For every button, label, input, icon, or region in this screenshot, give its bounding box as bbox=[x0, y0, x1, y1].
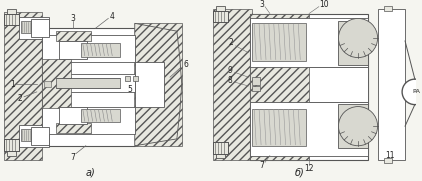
Bar bbox=[57, 123, 91, 133]
Bar bbox=[43, 81, 51, 87]
Bar bbox=[213, 142, 228, 153]
Bar bbox=[384, 6, 392, 10]
Bar bbox=[5, 12, 42, 160]
Text: 10: 10 bbox=[319, 0, 329, 9]
Text: 2: 2 bbox=[228, 38, 233, 47]
Bar bbox=[252, 77, 260, 85]
Text: 3: 3 bbox=[260, 0, 265, 9]
Text: 8: 8 bbox=[227, 76, 232, 85]
Bar bbox=[42, 28, 135, 146]
Bar bbox=[338, 21, 368, 66]
Bar bbox=[60, 107, 87, 124]
Bar bbox=[42, 74, 135, 92]
Bar bbox=[216, 153, 225, 159]
Bar bbox=[250, 67, 309, 102]
Text: 11: 11 bbox=[386, 151, 395, 160]
Bar bbox=[250, 67, 368, 102]
Bar bbox=[5, 139, 19, 151]
Bar bbox=[42, 59, 71, 108]
Bar bbox=[252, 109, 306, 146]
Text: 3: 3 bbox=[70, 14, 76, 23]
Bar bbox=[213, 10, 228, 22]
Bar bbox=[250, 14, 309, 160]
Bar bbox=[8, 9, 16, 14]
Circle shape bbox=[338, 18, 378, 58]
Bar bbox=[19, 125, 49, 147]
Text: 5: 5 bbox=[127, 85, 132, 94]
Bar bbox=[21, 129, 31, 141]
Bar bbox=[213, 10, 228, 22]
Bar bbox=[125, 76, 130, 81]
Text: 12: 12 bbox=[304, 164, 314, 173]
Text: а): а) bbox=[86, 167, 95, 177]
Polygon shape bbox=[135, 23, 182, 146]
Bar bbox=[252, 23, 306, 60]
Bar bbox=[213, 9, 252, 160]
Bar bbox=[213, 142, 228, 153]
Bar bbox=[5, 139, 19, 151]
Bar bbox=[42, 35, 135, 62]
Bar bbox=[81, 43, 120, 57]
Circle shape bbox=[402, 79, 422, 105]
Text: 1: 1 bbox=[10, 79, 15, 89]
Bar bbox=[378, 9, 405, 160]
Bar bbox=[31, 19, 49, 37]
Circle shape bbox=[338, 107, 378, 146]
Text: 7: 7 bbox=[260, 161, 265, 170]
Bar bbox=[252, 86, 260, 91]
Bar bbox=[5, 14, 19, 25]
Bar bbox=[19, 17, 49, 39]
Text: б): б) bbox=[295, 167, 304, 177]
Bar bbox=[250, 14, 368, 160]
Text: 2: 2 bbox=[18, 94, 22, 103]
Bar bbox=[21, 21, 31, 33]
Bar bbox=[31, 127, 49, 145]
Bar bbox=[384, 159, 392, 163]
Text: 7: 7 bbox=[70, 153, 76, 162]
Bar bbox=[81, 109, 120, 122]
Text: 6: 6 bbox=[183, 60, 188, 69]
Bar bbox=[5, 14, 19, 25]
Bar bbox=[135, 23, 182, 146]
Bar bbox=[135, 62, 164, 107]
Bar bbox=[338, 104, 368, 148]
Bar bbox=[57, 31, 91, 41]
Bar bbox=[250, 18, 368, 67]
Bar bbox=[250, 102, 368, 155]
Text: 9: 9 bbox=[227, 66, 232, 75]
Bar bbox=[8, 151, 16, 155]
Bar bbox=[60, 41, 87, 59]
Text: РА: РА bbox=[413, 89, 421, 94]
Text: 4: 4 bbox=[110, 12, 115, 21]
Bar bbox=[57, 78, 120, 88]
Bar bbox=[216, 6, 225, 10]
Bar bbox=[133, 76, 138, 81]
Bar bbox=[42, 107, 135, 134]
